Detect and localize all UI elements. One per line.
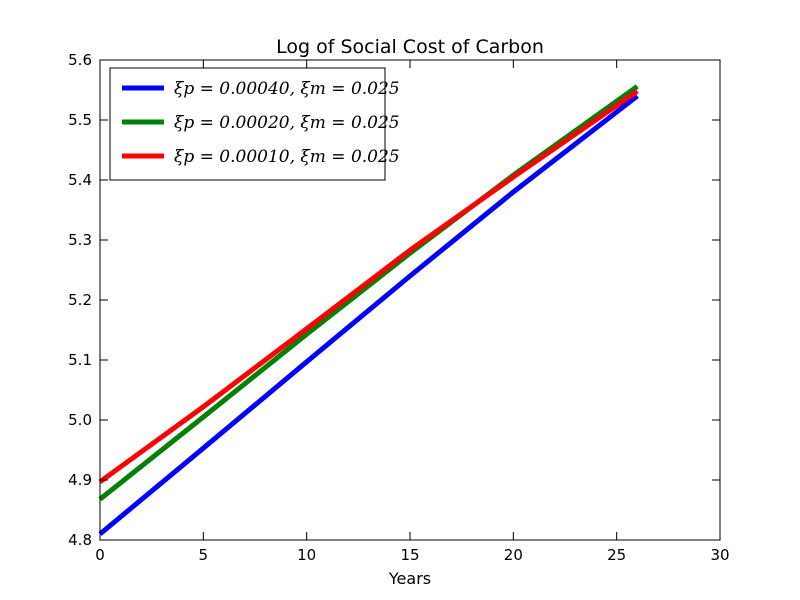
y-tick-label: 5.6 (68, 51, 92, 69)
x-tick-label: 30 (710, 546, 729, 564)
x-tick-label: 15 (400, 546, 419, 564)
y-tick-label: 4.8 (68, 531, 92, 549)
chart-title: Log of Social Cost of Carbon (276, 36, 544, 58)
x-tick-label: 5 (199, 546, 209, 564)
y-tick-label: 5.0 (68, 411, 92, 429)
axis-ticks-group: 0 5 10 15 20 25 30 4.8 4.9 5.0 5.1 5.2 5.3 5.4 5.5 5.6 (68, 51, 729, 564)
series-line-3 (98, 89, 639, 484)
x-tick-label: 10 (297, 546, 316, 564)
plot-series-group (98, 84, 639, 536)
y-tick-label: 5.1 (68, 351, 92, 369)
x-tick-label: 25 (607, 546, 626, 564)
x-tick-label: 0 (95, 546, 105, 564)
y-tick-label: 5.4 (68, 171, 92, 189)
x-axis-label: Years (388, 569, 431, 588)
y-tick-label: 5.3 (68, 231, 92, 249)
legend-label-1: ξp = 0.00040, ξm = 0.025 (174, 79, 400, 99)
x-tick-label: 20 (504, 546, 523, 564)
legend-label-2: ξp = 0.00020, ξm = 0.025 (174, 113, 400, 133)
y-tick-label: 4.9 (68, 471, 92, 489)
legend-label-3: ξp = 0.00010, ξm = 0.025 (174, 147, 400, 167)
series-line-1 (98, 94, 639, 536)
legend: ξp = 0.00040, ξm = 0.025 ξp = 0.00020, ξm… (109, 67, 400, 181)
y-tick-label: 5.2 (68, 291, 92, 309)
y-tick-label: 5.5 (68, 111, 92, 129)
